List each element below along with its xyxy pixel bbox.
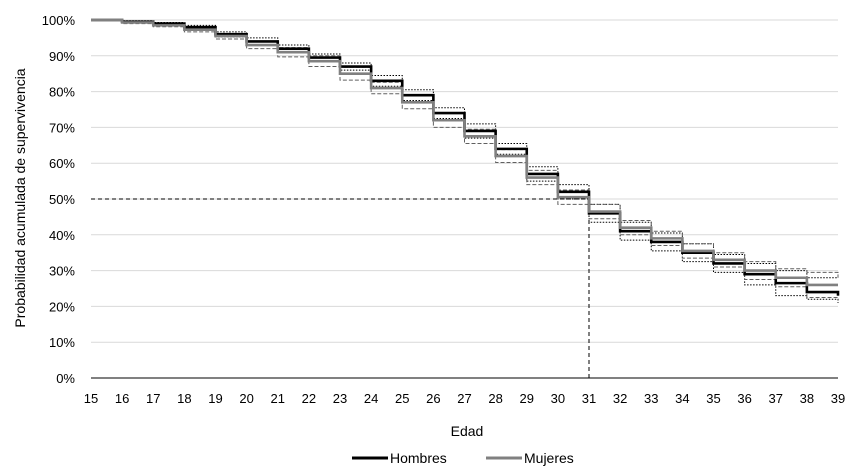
x-tick-label: 29 bbox=[520, 391, 534, 406]
y-tick-label: 60% bbox=[49, 156, 75, 171]
x-tick-label: 26 bbox=[426, 391, 440, 406]
x-tick-label: 23 bbox=[333, 391, 347, 406]
x-tick-label: 31 bbox=[582, 391, 596, 406]
y-tick-label: 80% bbox=[49, 85, 75, 100]
y-tick-label: 70% bbox=[49, 120, 75, 135]
x-tick-label: 27 bbox=[457, 391, 471, 406]
series-line-mujeres bbox=[91, 18, 838, 287]
x-tick-label: 32 bbox=[613, 391, 627, 406]
x-tick-label: 15 bbox=[84, 391, 98, 406]
x-tick-labels: 15 16 17 18 19 20 21 22 23 24 25 26 27 28 29 30 31 32 33 34… bbox=[84, 391, 845, 406]
ci-lower-mujeres bbox=[91, 19, 839, 298]
y-tick-label: 100% bbox=[42, 13, 76, 28]
x-tick-label: 21 bbox=[271, 391, 285, 406]
x-tick-label: 25 bbox=[395, 391, 409, 406]
y-tick-label: 0% bbox=[56, 371, 75, 386]
ci-upper-mujeres bbox=[91, 19, 839, 278]
ci-upper-hombres bbox=[91, 19, 839, 279]
y-axis-title: Probabilidad acumulada de supervivencia bbox=[12, 68, 28, 327]
legend-label-hombres: Hombres bbox=[390, 450, 447, 466]
y-tick-label: 20% bbox=[49, 299, 75, 314]
y-tick-label: 30% bbox=[49, 264, 75, 279]
y-tick-label: 50% bbox=[49, 192, 75, 207]
x-tick-label: 37 bbox=[769, 391, 783, 406]
series-line-hombres bbox=[91, 18, 840, 296]
y-tick-label: 90% bbox=[49, 49, 75, 64]
x-tick-label: 24 bbox=[364, 391, 378, 406]
x-tick-label: 33 bbox=[644, 391, 658, 406]
x-tick-label: 30 bbox=[551, 391, 565, 406]
x-tick-label: 38 bbox=[800, 391, 814, 406]
x-tick-label: 19 bbox=[208, 391, 222, 406]
x-tick-label: 34 bbox=[675, 391, 689, 406]
legend-label-mujeres: Mujeres bbox=[524, 450, 574, 466]
legend: Hombres Mujeres bbox=[352, 450, 574, 466]
x-tick-label: 39 bbox=[831, 391, 845, 406]
x-tick-label: 36 bbox=[737, 391, 751, 406]
x-tick-label: 28 bbox=[488, 391, 502, 406]
y-tick-label: 40% bbox=[49, 228, 75, 243]
x-tick-label: 18 bbox=[177, 391, 191, 406]
x-tick-label: 17 bbox=[146, 391, 160, 406]
x-axis-title: Edad bbox=[451, 423, 484, 439]
x-tick-label: 35 bbox=[706, 391, 720, 406]
y-tick-labels: 0% 10% 20% 30% 40% 50% 60% 70% 80% 90% 100% bbox=[42, 13, 76, 386]
median-reference-lines bbox=[91, 198, 590, 378]
x-tick-label: 20 bbox=[239, 391, 253, 406]
series-group bbox=[91, 18, 840, 296]
gridlines bbox=[91, 19, 838, 343]
y-tick-label: 10% bbox=[49, 335, 75, 350]
x-tick-label: 16 bbox=[115, 391, 129, 406]
x-tick-label: 22 bbox=[302, 391, 316, 406]
